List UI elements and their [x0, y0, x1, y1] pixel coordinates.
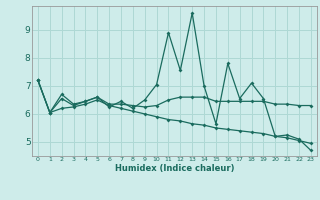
X-axis label: Humidex (Indice chaleur): Humidex (Indice chaleur) [115, 164, 234, 173]
